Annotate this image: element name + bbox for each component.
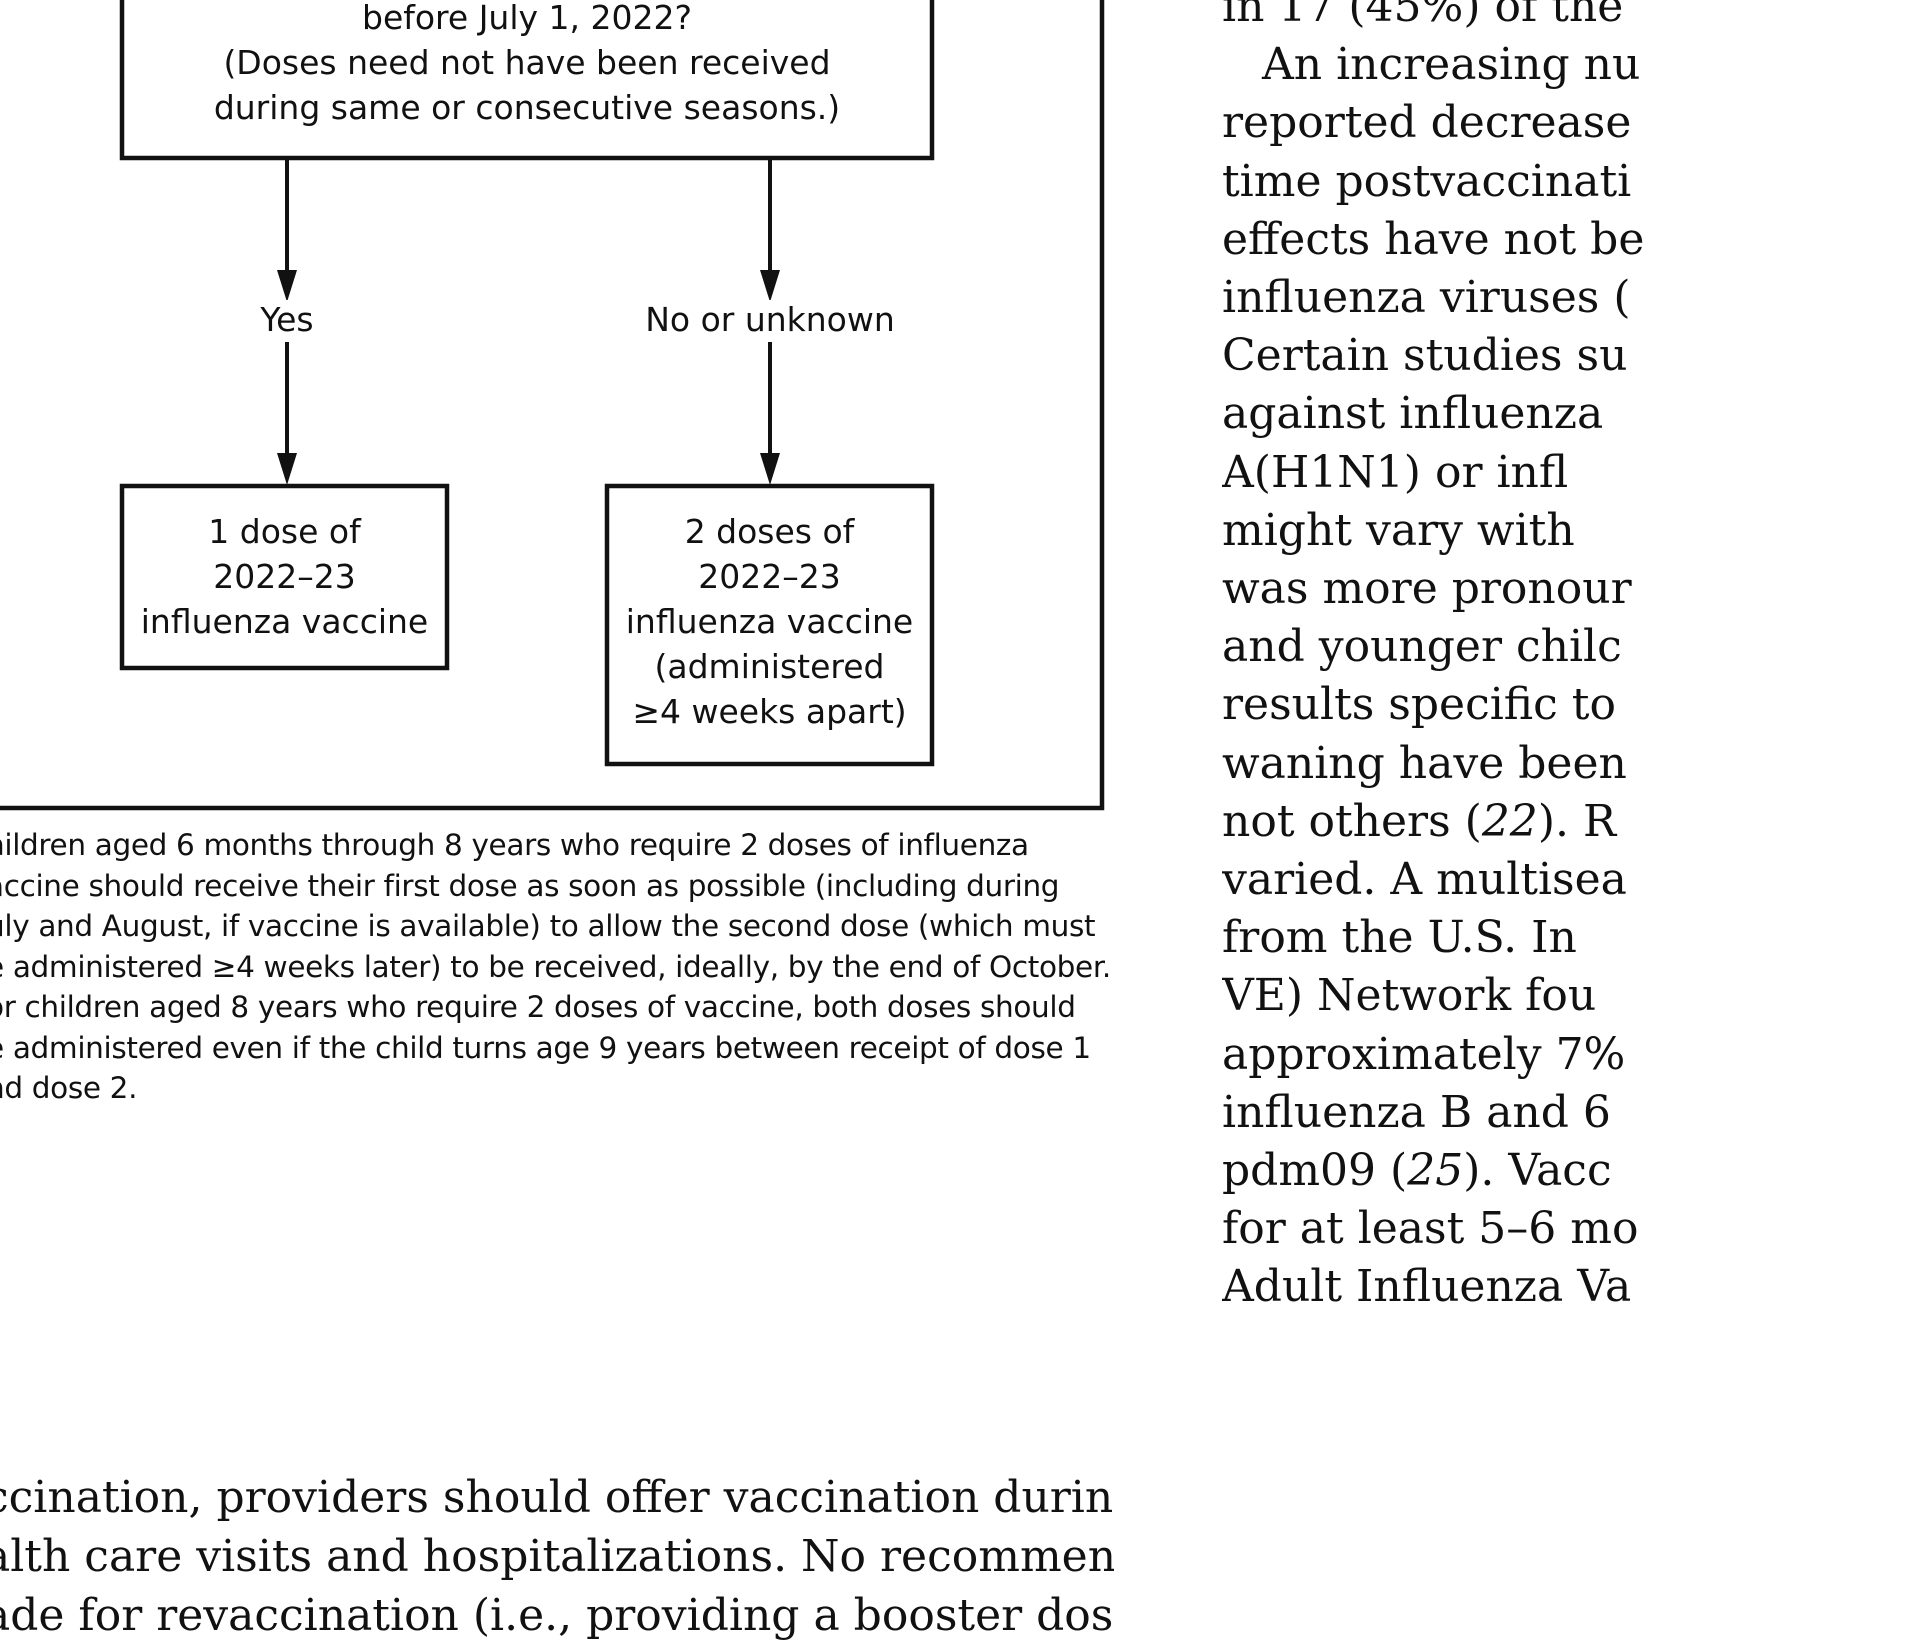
- line-text: pdm09 (: [1222, 1145, 1408, 1197]
- body-text-right-column: in 17 (45%) of the An increasing nu report…: [1222, 0, 1930, 1588]
- right-column-line: in 17 (45%) of the: [1222, 0, 1624, 32]
- no-or-unknown-label: No or unknown: [640, 300, 900, 340]
- question-note-line-2: during same or consecutive seasons.): [213, 88, 841, 127]
- footnote-line: nd dose 2.: [0, 1071, 138, 1105]
- right-column-line: pdm09 (25). Vacc: [1222, 1142, 1930, 1200]
- line-text: not others (: [1222, 795, 1482, 847]
- right-column-line: reported decrease: [1222, 97, 1632, 149]
- no-arrow-upper: [760, 270, 780, 302]
- line-text: ). Vacc: [1463, 1145, 1612, 1197]
- question-text: before July 1, 2022? (Doses need not hav…: [122, 0, 932, 130]
- right-column-line: and younger chilc: [1222, 621, 1622, 673]
- yes-arrow-lower: [277, 453, 297, 485]
- right-column-line: not others (22). R: [1222, 793, 1930, 851]
- footnote-line: e administered even if the child turns a…: [0, 1030, 1091, 1065]
- right-column-line: for at least 5–6 mo: [1222, 1203, 1639, 1255]
- right-column-line: Certain studies su: [1222, 330, 1628, 382]
- two-doses-line: influenza vaccine: [625, 602, 914, 641]
- right-column-line: An increasing nu: [1262, 39, 1641, 91]
- no-arrow-lower: [760, 453, 780, 485]
- two-doses-text: 2 doses of 2022–23 influenza vaccine (ad…: [607, 509, 932, 734]
- yes-arrow-upper: [277, 270, 297, 302]
- citation-reference: 22: [1481, 795, 1538, 847]
- two-doses-line: 2 doses of: [684, 512, 855, 551]
- question-note-line-1: (Doses need not have been received: [223, 43, 831, 82]
- flowchart-outer-frame: [0, 0, 1105, 811]
- right-column-line: A(H1N1) or infl: [1222, 446, 1569, 498]
- figure-footnote: hildren aged 6 months through 8 years wh…: [0, 825, 1112, 1109]
- yes-label: Yes: [237, 300, 337, 340]
- two-doses-line: ≥4 weeks apart): [632, 692, 907, 731]
- two-doses-line: 2022–23: [698, 557, 841, 596]
- right-column-line: waning have been: [1222, 737, 1627, 789]
- one-dose-line: 1 dose of: [208, 512, 361, 551]
- footnote-line: e administered ≥4 weeks later) to be rec…: [0, 949, 1111, 984]
- one-dose-line: 2022–23: [213, 557, 356, 596]
- right-column-line: time postvaccinati: [1222, 155, 1632, 207]
- footnote-line: uly and August, if vaccine is available)…: [0, 909, 1096, 943]
- question-tail: before July 1, 2022?: [362, 0, 692, 37]
- right-column-line: varied. A multisea: [1222, 854, 1627, 906]
- flowchart-diagram: [0, 0, 1105, 811]
- right-column-line: Adult Influenza Va: [1222, 1261, 1632, 1313]
- right-column-line: from the U.S. In: [1222, 912, 1577, 964]
- right-column-line: against influenza: [1222, 388, 1604, 440]
- body-line: ccination, providers should offer vaccin…: [0, 1472, 1114, 1523]
- right-column-line: VE) Network fou: [1222, 970, 1597, 1022]
- one-dose-text: 1 dose of 2022–23 influenza vaccine: [122, 509, 447, 644]
- right-column-line: approximately 7%: [1222, 1028, 1626, 1080]
- one-dose-box: [119, 483, 450, 671]
- body-line: alth care visits and hospitalizations. N…: [0, 1531, 1114, 1582]
- right-column-line: might vary with: [1222, 504, 1575, 556]
- footnote-line: accine should receive their first dose a…: [0, 868, 1060, 903]
- right-column-line: was more pronour: [1222, 563, 1632, 615]
- two-doses-line: (administered: [654, 647, 885, 686]
- right-column-line: results specific to: [1222, 679, 1616, 731]
- question-box: [119, 0, 935, 161]
- footnote-line: or children aged 8 years who require 2 d…: [0, 990, 1076, 1024]
- body-text-left-column: ccination, providers should offer vaccin…: [0, 1468, 1114, 1645]
- body-line: ade for revaccination (i.e., providing a…: [0, 1590, 1114, 1641]
- one-dose-line: influenza vaccine: [140, 602, 429, 641]
- line-text: ). R: [1537, 795, 1617, 847]
- two-doses-box: [604, 483, 935, 767]
- citation-reference: 25: [1407, 1145, 1464, 1197]
- right-column-line: influenza viruses (: [1222, 272, 1631, 324]
- right-column-line: effects have not be: [1222, 213, 1645, 265]
- right-column-line: influenza B and 6: [1222, 1086, 1611, 1138]
- footnote-line: hildren aged 6 months through 8 years wh…: [0, 828, 1029, 862]
